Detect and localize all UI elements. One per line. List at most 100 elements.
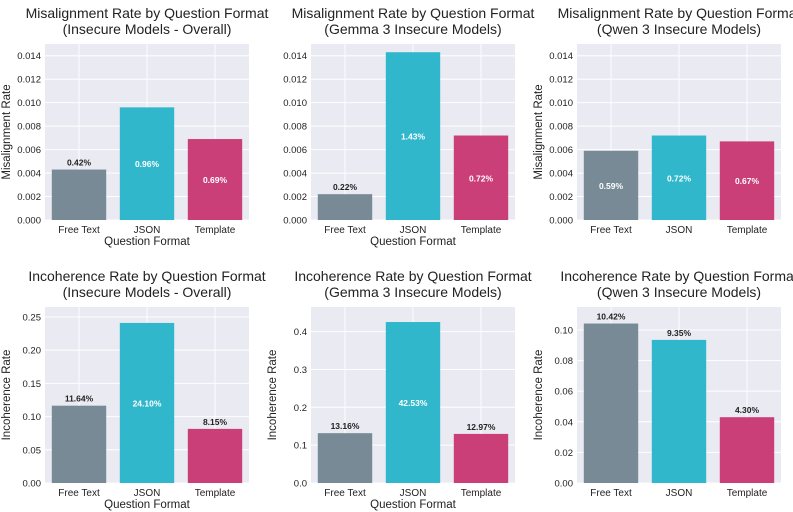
- x-tick-label: JSON: [400, 488, 427, 499]
- bar-free-text: [583, 150, 639, 220]
- bar-free-text: [583, 323, 639, 483]
- bar-json: [119, 107, 175, 220]
- y-tick-label: 0.08: [555, 356, 574, 367]
- data-label: 0.72%: [667, 173, 692, 183]
- data-label: 10.42%: [597, 312, 626, 322]
- y-axis-label: Incoherence Rate: [267, 350, 279, 441]
- data-label: 0.42%: [67, 158, 92, 168]
- y-tick-label: 0.04: [555, 417, 574, 428]
- y-tick-label: 0.000: [17, 216, 41, 227]
- x-axis-label: Question Format: [370, 499, 456, 511]
- bar-free-text: [51, 169, 107, 220]
- y-axis-label: Incoherence Rate: [533, 350, 545, 441]
- chart-title: Misalignment Rate by Question Format: [26, 5, 269, 21]
- y-tick-label: 0.006: [17, 145, 41, 156]
- y-tick-label: 0.006: [283, 145, 307, 156]
- y-tick-label: 0.010: [17, 98, 41, 109]
- y-tick-label: 0.010: [283, 98, 307, 109]
- y-axis-label: Misalignment Rate: [533, 84, 545, 179]
- y-tick-label: 0.000: [549, 216, 573, 227]
- bar-json: [651, 339, 707, 483]
- y-tick-label: 0.004: [283, 169, 307, 180]
- chart-subtitle: (Insecure Models - Overall): [63, 284, 232, 300]
- chart-panel-6: Incoherence Rate by Question Format(Qwen…: [533, 268, 793, 499]
- data-label: 0.69%: [203, 175, 228, 185]
- chart-panel-1: Misalignment Rate by Question Format(Ins…: [1, 5, 268, 248]
- x-tick-label: Free Text: [58, 488, 100, 499]
- x-axis-label: Question Format: [104, 236, 190, 248]
- x-tick-label: Free Text: [58, 225, 100, 236]
- y-tick-label: 0.2: [294, 403, 307, 414]
- y-tick-label: 0.002: [283, 192, 307, 203]
- chart-panel-5: Incoherence Rate by Question Format(Gemm…: [267, 268, 532, 511]
- y-tick-label: 0.002: [17, 192, 41, 203]
- data-label: 0.67%: [735, 176, 760, 186]
- data-label: 0.22%: [333, 182, 358, 192]
- bar-template: [719, 417, 775, 483]
- x-tick-label: JSON: [134, 488, 161, 499]
- y-tick-label: 0.0: [294, 479, 307, 490]
- x-tick-label: JSON: [666, 488, 693, 499]
- x-tick-label: Template: [461, 488, 502, 499]
- data-label: 0.59%: [599, 181, 624, 191]
- y-tick-label: 0.014: [17, 51, 41, 62]
- y-tick-label: 0.008: [549, 122, 573, 133]
- chart-title: Misalignment Rate by Question Format: [292, 5, 535, 21]
- chart-subtitle: (Gemma 3 Insecure Models): [324, 284, 501, 300]
- y-tick-label: 0.10: [23, 412, 42, 423]
- y-tick-label: 0.014: [283, 51, 307, 62]
- y-tick-label: 0.20: [23, 346, 42, 357]
- chart-subtitle: (Qwen 3 Insecure Models): [597, 21, 761, 37]
- data-label: 13.16%: [331, 421, 360, 431]
- bar-json: [385, 322, 441, 483]
- y-tick-label: 0.008: [17, 122, 41, 133]
- data-label: 0.96%: [135, 159, 160, 169]
- y-tick-label: 0.000: [283, 216, 307, 227]
- y-tick-label: 0.06: [555, 387, 574, 398]
- y-tick-label: 0.3: [294, 365, 307, 376]
- x-tick-label: Free Text: [324, 488, 366, 499]
- y-tick-label: 0.010: [549, 98, 573, 109]
- chart-subtitle: (Insecure Models - Overall): [63, 21, 232, 37]
- x-tick-label: JSON: [134, 225, 161, 236]
- x-tick-label: Template: [195, 488, 236, 499]
- y-tick-label: 0.25: [23, 312, 42, 323]
- data-label: 0.72%: [469, 173, 494, 183]
- chart-subtitle: (Qwen 3 Insecure Models): [597, 284, 761, 300]
- bar-template: [453, 433, 509, 483]
- x-tick-label: Template: [461, 225, 502, 236]
- chart-subtitle: (Gemma 3 Insecure Models): [324, 21, 501, 37]
- x-axis-label: Question Format: [104, 499, 190, 511]
- y-axis-label: Incoherence Rate: [1, 350, 13, 441]
- y-tick-label: 0.002: [549, 192, 573, 203]
- x-tick-label: Template: [195, 225, 236, 236]
- bar-template: [187, 139, 243, 220]
- x-tick-label: JSON: [666, 225, 693, 236]
- bar-json: [651, 135, 707, 220]
- bar-free-text: [317, 194, 373, 220]
- data-label: 8.15%: [203, 417, 228, 427]
- y-tick-label: 0.006: [549, 145, 573, 156]
- x-axis-label: Question Format: [370, 236, 456, 248]
- y-axis-label: Misalignment Rate: [1, 84, 13, 179]
- bar-json: [385, 52, 441, 220]
- x-tick-label: Free Text: [590, 488, 632, 499]
- x-tick-label: Template: [727, 225, 768, 236]
- x-tick-label: Template: [727, 488, 768, 499]
- y-tick-label: 0.012: [549, 75, 573, 86]
- data-label: 12.97%: [467, 422, 496, 432]
- y-tick-label: 0.008: [283, 122, 307, 133]
- y-tick-label: 0.004: [17, 169, 41, 180]
- y-tick-label: 0.012: [17, 75, 41, 86]
- bar-template: [187, 428, 243, 483]
- chart-title: Misalignment Rate by Question Format: [558, 5, 793, 21]
- data-label: 24.10%: [133, 398, 162, 408]
- x-tick-label: JSON: [400, 225, 427, 236]
- y-tick-label: 0.00: [23, 479, 42, 490]
- bar-template: [719, 141, 775, 220]
- y-tick-label: 0.012: [283, 75, 307, 86]
- chart-title: Incoherence Rate by Question Format: [560, 268, 793, 284]
- data-label: 11.64%: [65, 394, 94, 404]
- x-tick-label: Free Text: [590, 225, 632, 236]
